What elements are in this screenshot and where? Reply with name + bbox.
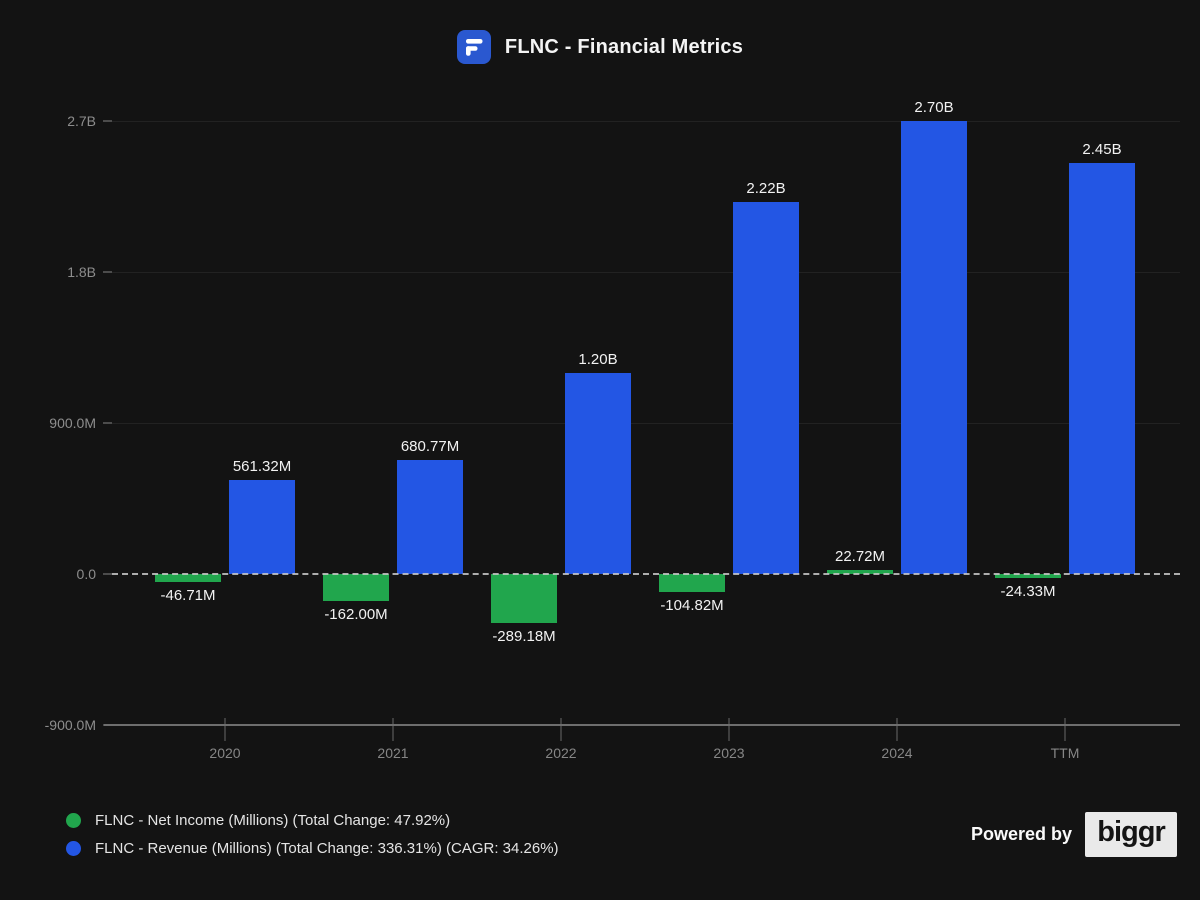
- y-axis-tick-label: 0.0: [76, 566, 96, 582]
- revenue-bar-2024: [901, 121, 967, 574]
- revenue-bar-2020: [229, 479, 295, 574]
- bar-value-label: -46.71M: [160, 586, 216, 604]
- y-axis-tick: [103, 271, 112, 273]
- y-axis-tick-label: 900.0M: [49, 415, 96, 431]
- y-axis-tick: [103, 573, 112, 575]
- x-axis-tick: [1064, 718, 1066, 741]
- bar-value-label: -289.18M: [492, 627, 556, 645]
- x-axis-category-label: 2020: [209, 745, 241, 761]
- legend-label: FLNC - Net Income (Millions) (Total Chan…: [95, 812, 451, 829]
- net-income-bar-2022: [491, 574, 557, 623]
- y-axis-tick-label: -900.0M: [44, 717, 96, 733]
- net-income-bar-2020: [155, 574, 221, 582]
- biggr-logo: biggr: [1085, 811, 1177, 857]
- biggr-logo-text: biggr: [1097, 815, 1165, 848]
- flnc-logo-icon: [456, 30, 491, 64]
- x-axis-category-label: 2021: [377, 745, 409, 761]
- gridline: [112, 272, 1180, 273]
- net-income-bar-2023: [659, 574, 725, 592]
- gridline: [112, 423, 1180, 424]
- y-axis-tick-label: 2.7B: [67, 113, 96, 129]
- chart-legend: FLNC - Net Income (Millions) (Total Chan…: [66, 812, 559, 857]
- chart-header: FLNC - Financial Metrics: [0, 30, 1200, 64]
- bar-value-label: -104.82M: [660, 596, 724, 614]
- revenue-bar-2023: [733, 201, 799, 574]
- net-income-bar-2021: [323, 574, 389, 602]
- x-axis-category-label: 2022: [545, 745, 577, 761]
- x-axis-category-label: 2024: [881, 745, 913, 761]
- revenue-bar-TTM: [1069, 162, 1135, 574]
- y-axis-tick: [103, 120, 112, 122]
- bar-value-label: 561.32M: [232, 457, 292, 475]
- net-income-bar-TTM: [995, 574, 1061, 579]
- revenue-bar-2021: [397, 459, 463, 574]
- zero-baseline: [112, 573, 1180, 575]
- bar-value-label: 680.77M: [400, 437, 460, 455]
- x-axis-tick: [224, 718, 226, 741]
- bar-value-label: 2.70B: [914, 99, 954, 116]
- y-axis-tick-label: 1.8B: [67, 264, 96, 280]
- x-axis-tick: [896, 718, 898, 741]
- y-axis-tick: [103, 422, 112, 424]
- x-axis-category-label: TTM: [1050, 745, 1080, 761]
- bar-value-label: 1.20B: [578, 350, 618, 368]
- x-axis-tick: [728, 718, 730, 741]
- net-income-dot-icon: [66, 813, 81, 828]
- page-title: FLNC - Financial Metrics: [504, 35, 744, 58]
- bar-value-label: 2.45B: [1082, 140, 1122, 158]
- x-axis-tick: [392, 718, 394, 741]
- powered-by: Powered by biggr: [971, 811, 1177, 857]
- legend-item-revenue: FLNC - Revenue (Millions) (Total Change:…: [66, 840, 559, 857]
- bar-value-label: 22.72M: [834, 548, 886, 566]
- gridline: [112, 121, 1180, 122]
- bar-value-label: -162.00M: [324, 606, 388, 624]
- x-axis-line: [104, 724, 1180, 726]
- revenue-bar-2022: [565, 372, 631, 574]
- bar-value-label: -24.33M: [1000, 583, 1056, 601]
- bar-value-label: 2.22B: [746, 179, 786, 197]
- x-axis-tick: [560, 718, 562, 741]
- powered-by-label: Powered by: [970, 823, 1072, 844]
- revenue-dot-icon: [66, 841, 81, 856]
- legend-item-net-income: FLNC - Net Income (Millions) (Total Chan…: [66, 812, 559, 829]
- net-income-bar-2024: [827, 570, 893, 574]
- x-axis-category-label: 2023: [713, 745, 745, 761]
- legend-label: FLNC - Revenue (Millions) (Total Change:…: [95, 840, 559, 857]
